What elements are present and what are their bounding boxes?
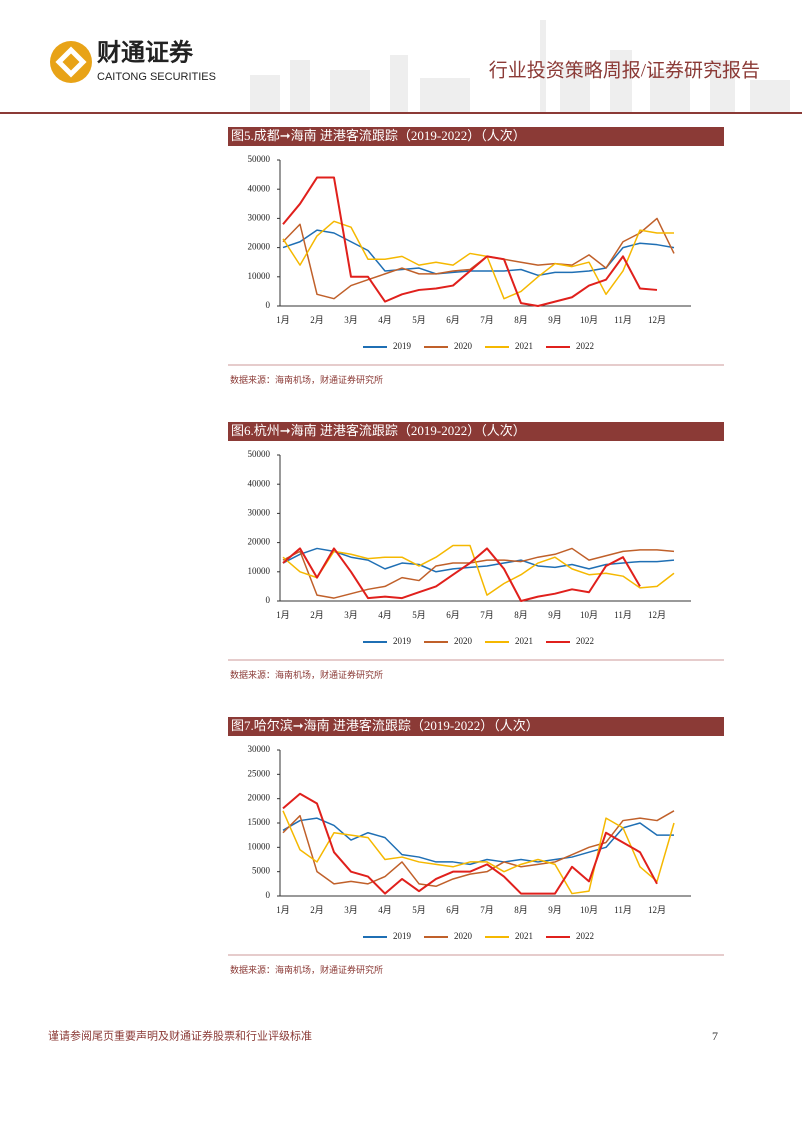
x-tick-label: 5月 (412, 610, 426, 620)
x-tick-label: 4月 (378, 610, 392, 620)
y-tick-label: 30000 (248, 744, 271, 754)
legend-label: 2022 (576, 341, 594, 351)
x-tick-label: 11月 (614, 610, 632, 620)
x-tick-label: 6月 (446, 315, 460, 325)
y-tick-label: 10000 (248, 841, 271, 851)
y-tick-label: 0 (266, 890, 271, 900)
y-tick-label: 10000 (248, 271, 271, 281)
y-tick-label: 30000 (248, 212, 271, 222)
x-tick-label: 11月 (614, 315, 632, 325)
x-tick-label: 1月 (276, 610, 290, 620)
x-tick-label: 8月 (514, 905, 528, 915)
x-tick-label: 10月 (580, 610, 598, 620)
x-tick-label: 7月 (480, 905, 494, 915)
y-tick-label: 15000 (248, 817, 271, 827)
x-tick-label: 2月 (310, 610, 324, 620)
y-tick-label: 0 (266, 595, 271, 605)
x-tick-label: 6月 (446, 610, 460, 620)
y-tick-label: 50000 (248, 449, 271, 459)
x-tick-label: 3月 (344, 905, 358, 915)
legend-label: 2019 (393, 341, 412, 351)
legend-label: 2020 (454, 636, 473, 646)
legend-label: 2019 (393, 636, 412, 646)
series-line (282, 217, 675, 300)
x-tick-label: 1月 (276, 905, 290, 915)
x-tick-label: 9月 (548, 315, 562, 325)
figure-title-bar (228, 127, 724, 146)
y-tick-label: 5000 (252, 866, 271, 876)
x-tick-label: 4月 (378, 315, 392, 325)
x-tick-label: 1月 (276, 315, 290, 325)
x-tick-label: 7月 (480, 315, 494, 325)
x-tick-label: 12月 (648, 905, 666, 915)
x-tick-label: 5月 (412, 905, 426, 915)
figure-source: 数据来源：海南机场，财通证券研究所 (230, 669, 383, 680)
legend-label: 2021 (515, 931, 533, 941)
x-tick-label: 3月 (344, 610, 358, 620)
legend-label: 2019 (393, 931, 412, 941)
x-tick-label: 10月 (580, 905, 598, 915)
legend-label: 2020 (454, 931, 473, 941)
y-tick-label: 20000 (248, 537, 271, 547)
y-tick-label: 0 (266, 300, 271, 310)
y-tick-label: 30000 (248, 507, 271, 517)
x-tick-label: 10月 (580, 315, 598, 325)
x-tick-label: 3月 (344, 315, 358, 325)
figure-title-bar (228, 422, 724, 441)
report-type: 行业投资策略周报/证券研究报告 (489, 59, 760, 81)
legend-label: 2021 (515, 636, 533, 646)
figure-source: 数据来源：海南机场，财通证券研究所 (230, 964, 383, 975)
figure-title-bar (228, 717, 724, 736)
series-line (282, 792, 658, 895)
legend-label: 2022 (576, 636, 594, 646)
x-tick-label: 5月 (412, 315, 426, 325)
legend-label: 2021 (515, 341, 533, 351)
figure-title: 图6.杭州➞海南 进港客流跟踪（2019-2022）（人次） (231, 423, 526, 438)
footer-disclaimer: 谨请参阅尾页重要声明及财通证券股票和行业评级标准 (48, 1029, 312, 1043)
figure-title: 图7.哈尔滨➞海南 进港客流跟踪（2019-2022）（人次） (231, 718, 539, 733)
x-tick-label: 11月 (614, 905, 632, 915)
y-tick-label: 50000 (248, 154, 271, 164)
series-line (282, 220, 674, 300)
series-line (282, 547, 641, 602)
skyline (250, 20, 790, 112)
logo-subtext: CAITONG SECURITIES (97, 71, 216, 83)
page-number: 7 (712, 1029, 718, 1043)
x-tick-label: 8月 (514, 610, 528, 620)
x-tick-label: 2月 (310, 905, 324, 915)
series-line (282, 810, 675, 895)
series-line (282, 547, 675, 599)
figure-title: 图5.成都➞海南 进港客流跟踪（2019-2022）（人次） (231, 128, 526, 143)
x-tick-label: 8月 (514, 315, 528, 325)
x-tick-label: 12月 (648, 610, 666, 620)
x-tick-label: 7月 (480, 610, 494, 620)
logo-text: 财通证券 (97, 39, 194, 67)
y-tick-label: 10000 (248, 566, 271, 576)
y-tick-label: 25000 (248, 768, 271, 778)
logo (50, 41, 92, 83)
series-line (282, 817, 674, 866)
y-tick-label: 40000 (248, 183, 271, 193)
x-tick-label: 9月 (548, 905, 562, 915)
x-tick-label: 12月 (648, 315, 666, 325)
series-line (282, 176, 658, 307)
series-line (282, 810, 675, 888)
y-tick-label: 20000 (248, 242, 271, 252)
series-line (282, 544, 675, 596)
x-tick-label: 4月 (378, 905, 392, 915)
x-tick-label: 6月 (446, 905, 460, 915)
legend-label: 2022 (576, 931, 594, 941)
y-tick-label: 20000 (248, 793, 271, 803)
x-tick-label: 2月 (310, 315, 324, 325)
figure-source: 数据来源：海南机场，财通证券研究所 (230, 374, 383, 385)
legend-label: 2020 (454, 341, 473, 351)
y-tick-label: 40000 (248, 478, 271, 488)
x-tick-label: 9月 (548, 610, 562, 620)
